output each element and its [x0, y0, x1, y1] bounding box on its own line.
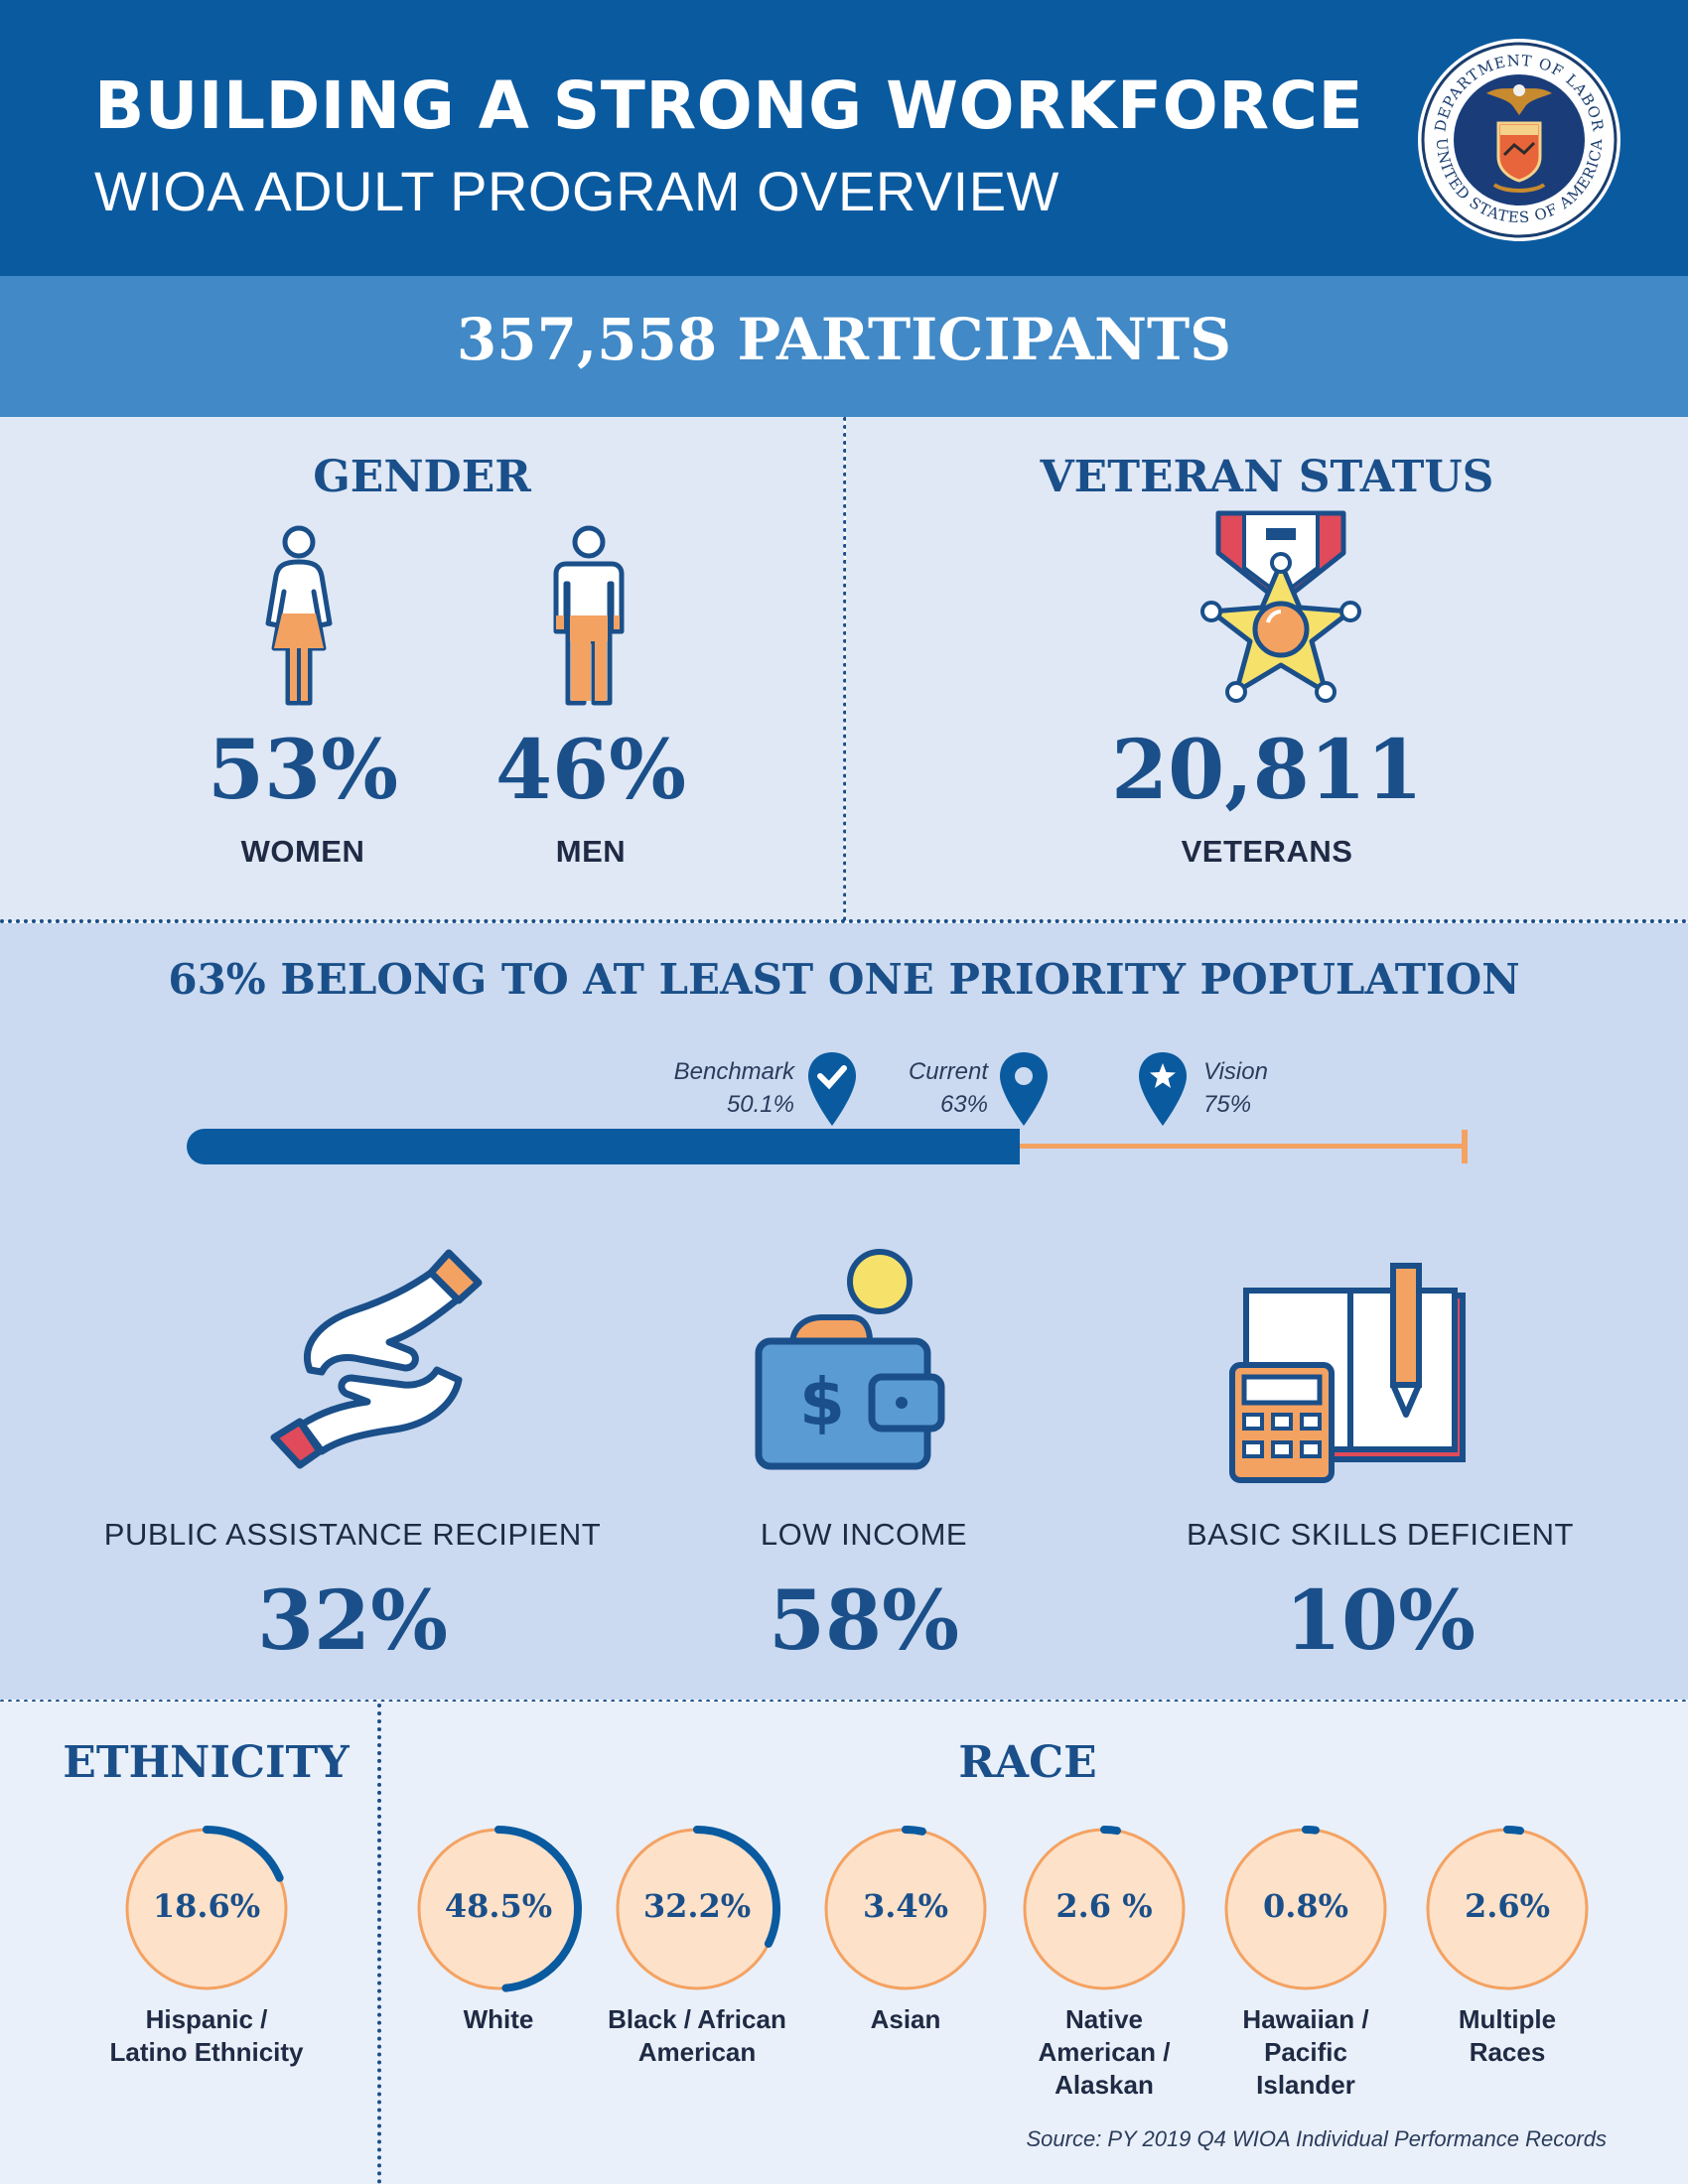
race-ring-chart-1	[614, 1826, 780, 1992]
race-ring-value: 32.2%	[642, 1887, 752, 1925]
race-ring-label: Multiple Races	[1398, 2003, 1617, 2069]
page-subtitle: WIOA ADULT PROGRAM OVERVIEW	[94, 160, 1059, 222]
race-ring-label: Hawaiian / Pacific Islander	[1196, 2003, 1415, 2102]
progress-track-end-cap	[1462, 1130, 1468, 1163]
ring-arc	[1021, 1826, 1188, 1992]
women-percent: 53%	[207, 723, 399, 818]
ethnicity-ring-label: Hispanic / Latino Ethnicity	[97, 2003, 316, 2069]
vision-star-pin-icon	[1139, 1052, 1187, 1126]
race-ring-value: 2.6 %	[1055, 1887, 1153, 1925]
ethnicity-ring-value: 18.6%	[152, 1887, 261, 1925]
race-ring-value: 2.6%	[1464, 1887, 1551, 1925]
race-ring-label: Asian	[796, 2003, 1015, 2036]
category-value-basic-skills: 10%	[1284, 1573, 1477, 1669]
svg-text:$: $	[799, 1364, 845, 1440]
woman-icon	[265, 525, 333, 706]
department-of-labor-seal: DEPARTMENT OF LABOR UNITED STATES OF AME…	[1418, 39, 1620, 241]
men-label: MEN	[555, 834, 627, 869]
category-label-low-income: LOW INCOME	[760, 1517, 968, 1552]
race-ring-chart-0	[415, 1826, 582, 1992]
ring-label-line: Multiple	[1458, 2004, 1557, 2034]
wallet-icon: $	[755, 1249, 945, 1470]
benchmark-check-pin-icon	[808, 1052, 856, 1126]
women-label: WOMEN	[240, 834, 365, 869]
ring-label-line: Alaskan	[1055, 2070, 1154, 2100]
race-ring-label: White	[389, 2003, 608, 2036]
race-ring-value: 0.8%	[1262, 1887, 1349, 1925]
vision-value: 75%	[1203, 1091, 1252, 1118]
gender-title: GENDER	[313, 452, 531, 502]
ring-label-line: Pacific	[1264, 2037, 1347, 2067]
ring-label-line: Latino Ethnicity	[109, 2037, 304, 2067]
ring-arc	[1222, 1826, 1389, 1992]
header-banner	[0, 0, 1688, 276]
category-label-basic-skills: BASIC SKILLS DEFICIENT	[1187, 1517, 1574, 1552]
ring-arc	[1424, 1826, 1591, 1992]
benchmark-label: Benchmark	[673, 1058, 794, 1085]
participants-count: 357,558 PARTICIPANTS	[456, 306, 1232, 373]
page-title: BUILDING A STRONG WORKFORCE	[94, 68, 1364, 144]
divider-horizontal-1	[0, 919, 1688, 923]
ring-label-line: Black / African	[608, 2004, 786, 2034]
men-percent: 46%	[494, 723, 687, 818]
ring-arc	[123, 1826, 290, 1992]
ethnicity-ring-chart-0	[123, 1826, 290, 1992]
race-ring-label: Black / African American	[588, 2003, 806, 2069]
category-label-public-assistance: PUBLIC ASSISTANCE RECIPIENT	[103, 1517, 602, 1552]
current-label: Current	[908, 1058, 988, 1085]
hands-icon	[270, 1249, 483, 1469]
ring-arc	[415, 1826, 582, 1992]
ring-label-line: Islander	[1256, 2070, 1355, 2100]
race-ring-chart-3	[1021, 1826, 1188, 1992]
ring-label-line: Races	[1469, 2037, 1546, 2067]
ring-label-line: Native	[1064, 2004, 1144, 2034]
benchmark-value: 50.1%	[726, 1091, 794, 1118]
veteran-count: 20,811	[1111, 723, 1423, 818]
ethnicity-title: ETHNICITY	[63, 1737, 350, 1788]
priority-title: 63% BELONG TO AT LEAST ONE PRIORITY POPU…	[168, 955, 1520, 1004]
ring-label-line: White	[463, 2004, 534, 2034]
current-value: 63%	[939, 1091, 988, 1118]
race-ring-chart-4	[1222, 1826, 1389, 1992]
calculator-book-icon	[1229, 1263, 1466, 1483]
race-ring-chart-2	[822, 1826, 989, 1992]
ring-arc	[822, 1826, 989, 1992]
ring-label-line: American	[637, 2037, 757, 2067]
medal-icon	[1200, 510, 1361, 703]
source-note: Source: PY 2019 Q4 WIOA Individual Perfo…	[1026, 2126, 1607, 2151]
category-value-low-income: 58%	[768, 1573, 960, 1669]
divider-vertical-bottom	[377, 1704, 381, 2184]
category-value-public-assistance: 32%	[256, 1573, 449, 1669]
race-title: RACE	[958, 1737, 1097, 1788]
gender-panel	[0, 417, 844, 921]
veteran-title: VETERAN STATUS	[1040, 452, 1494, 502]
divider-vertical-top	[843, 417, 847, 921]
race-ring-label: Native American / Alaskan	[995, 2003, 1213, 2102]
ring-label-line: Hawaiian /	[1242, 2004, 1369, 2034]
ring-label-line: American /	[1038, 2037, 1171, 2067]
race-ring-value: 3.4%	[862, 1887, 949, 1925]
ring-label-line: Hispanic /	[145, 2004, 268, 2034]
vision-label: Vision	[1203, 1058, 1268, 1085]
progress-fill	[187, 1129, 1020, 1164]
man-icon	[553, 525, 625, 706]
participants-band	[0, 276, 1688, 417]
race-ring-value: 48.5%	[444, 1887, 553, 1925]
veteran-label: VETERANS	[1181, 834, 1353, 869]
ring-label-line: Asian	[870, 2004, 941, 2034]
ring-arc	[614, 1826, 780, 1992]
race-ring-chart-5	[1424, 1826, 1591, 1992]
current-location-pin-icon	[1000, 1052, 1048, 1126]
